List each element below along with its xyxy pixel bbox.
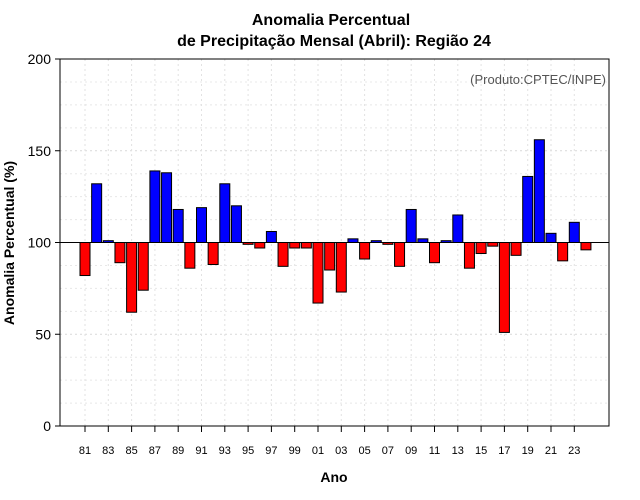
bar-87 <box>149 170 161 243</box>
bar-91 <box>196 207 207 243</box>
chart-title-line2: de Precipitação Mensal (Abril): Região 2… <box>177 33 491 50</box>
x-tick-label: 13 <box>452 445 464 457</box>
bar-02 <box>324 242 336 271</box>
bars <box>79 139 592 333</box>
bar-99 <box>289 242 301 249</box>
grid-lines <box>60 59 609 426</box>
bar-11 <box>429 242 440 264</box>
bar-13 <box>452 214 464 244</box>
bar-24 <box>580 242 592 251</box>
x-tick-label: 07 <box>382 445 394 457</box>
x-tick-label: 23 <box>568 445 580 457</box>
y-axis: 0 50 100 150 200 <box>28 51 60 434</box>
bar-85 <box>126 242 138 313</box>
bar-20 <box>533 139 545 244</box>
x-tick-label: 03 <box>335 445 347 457</box>
x-axis-label: Ano <box>320 469 347 485</box>
bar-22 <box>557 242 569 262</box>
x-tick-label: 89 <box>172 445 184 457</box>
bar-19 <box>522 175 534 243</box>
bar-08 <box>394 242 406 267</box>
y-tick-label: 0 <box>43 418 51 434</box>
bar-82 <box>91 183 103 243</box>
bar-17 <box>498 242 510 333</box>
bar-94 <box>230 205 242 244</box>
bar-89 <box>172 208 184 243</box>
x-tick-label: 09 <box>405 445 417 457</box>
bar-23 <box>568 221 580 244</box>
bar-01 <box>312 242 324 304</box>
x-tick-label: 97 <box>265 445 277 457</box>
bar-10 <box>417 238 429 244</box>
bar-15 <box>475 242 487 255</box>
bar-21 <box>545 232 557 243</box>
credit-text: (Produto:CPTEC/INPE) <box>470 72 606 87</box>
bar-97 <box>265 230 277 244</box>
x-tick-label: 99 <box>289 445 301 457</box>
x-tick-label: 91 <box>195 445 207 457</box>
y-tick-label: 100 <box>28 235 52 251</box>
bar-88 <box>161 172 173 244</box>
bar-90 <box>184 242 196 269</box>
bar-03 <box>335 242 347 293</box>
bar-92 <box>207 242 219 266</box>
x-tick-label: 21 <box>545 445 557 457</box>
bar-09 <box>405 208 417 243</box>
x-tick-label: 05 <box>358 445 370 457</box>
bar-04 <box>347 238 359 244</box>
x-tick-label: 17 <box>498 445 510 457</box>
x-tick-label: 93 <box>219 445 231 457</box>
x-tick-label: 85 <box>125 445 137 457</box>
bar-18 <box>510 242 522 256</box>
bar-84 <box>114 242 126 264</box>
x-tick-label: 81 <box>79 445 91 457</box>
x-tick-label: 01 <box>312 445 324 457</box>
bar-98 <box>277 242 289 267</box>
bar-14 <box>463 242 475 269</box>
y-tick-label: 200 <box>28 51 52 67</box>
x-tick-label: 15 <box>475 445 487 457</box>
x-tick-label: 19 <box>522 445 534 457</box>
x-tick-label: 83 <box>102 445 114 457</box>
bar-05 <box>359 242 371 260</box>
bar-86 <box>137 242 149 291</box>
y-tick-label: 150 <box>28 143 52 159</box>
x-tick-label: 87 <box>149 445 161 457</box>
bar-00 <box>300 242 312 249</box>
y-tick-label: 50 <box>35 326 51 342</box>
x-tick-label: 11 <box>429 445 440 457</box>
bar-16 <box>487 242 499 247</box>
chart-title-line1: Anomalia Percentual <box>252 12 410 29</box>
x-axis: 81 83 85 87 89 91 93 95 97 99 01 03 05 07 09 11 13 15 17 19… <box>79 426 580 457</box>
bar-93 <box>219 183 231 243</box>
bar-96 <box>254 242 266 249</box>
x-tick-label: 95 <box>242 445 254 457</box>
y-axis-label: Anomalia Percentual (%) <box>1 161 17 325</box>
bar-81 <box>79 242 91 277</box>
